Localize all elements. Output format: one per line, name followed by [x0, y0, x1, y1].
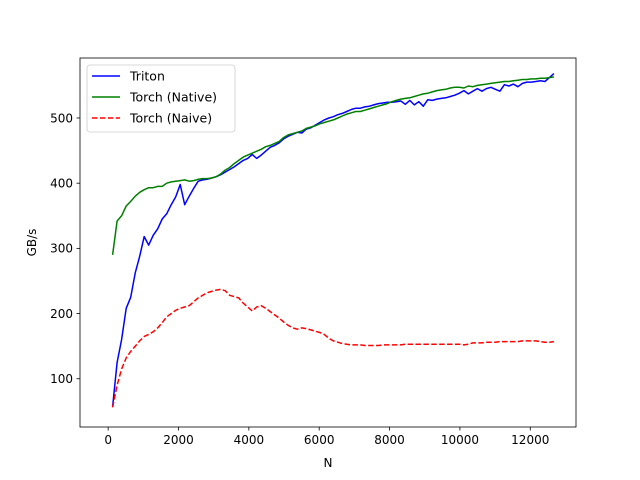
y-tick-label: 300: [50, 242, 73, 256]
x-tick-label: 4000: [234, 433, 265, 447]
y-axis-label: GB/s: [25, 229, 39, 257]
legend-box: [86, 64, 236, 133]
legend-label: Torch (Native): [129, 90, 217, 105]
legend: Triton Torch (Native) Torch (Naive): [86, 64, 236, 133]
y-axis: 100 200 300 400 500: [50, 111, 80, 386]
x-axis-label: N: [324, 456, 333, 470]
series-line-2: [111, 288, 554, 408]
legend-label: Triton: [129, 69, 165, 84]
series-line-0: [111, 73, 555, 407]
y-tick-label: 500: [50, 111, 73, 125]
x-tick-label: 10000: [441, 433, 479, 447]
y-tick-label: 400: [50, 176, 73, 190]
x-tick-label: 12000: [511, 433, 549, 447]
legend-label: Torch (Naive): [129, 111, 212, 126]
x-tick-label: 0: [104, 433, 112, 447]
x-tick-label: 8000: [374, 433, 405, 447]
series-layer: [111, 73, 555, 408]
x-axis: 0 2000 4000 6000 8000 10000 12000: [104, 427, 549, 447]
series-line-1: [111, 76, 555, 255]
plot-frame: [79, 57, 577, 428]
x-tick-label: 2000: [163, 433, 194, 447]
y-tick-label: 100: [50, 372, 73, 386]
y-tick-label: 200: [50, 307, 73, 321]
x-tick-label: 6000: [304, 433, 335, 447]
